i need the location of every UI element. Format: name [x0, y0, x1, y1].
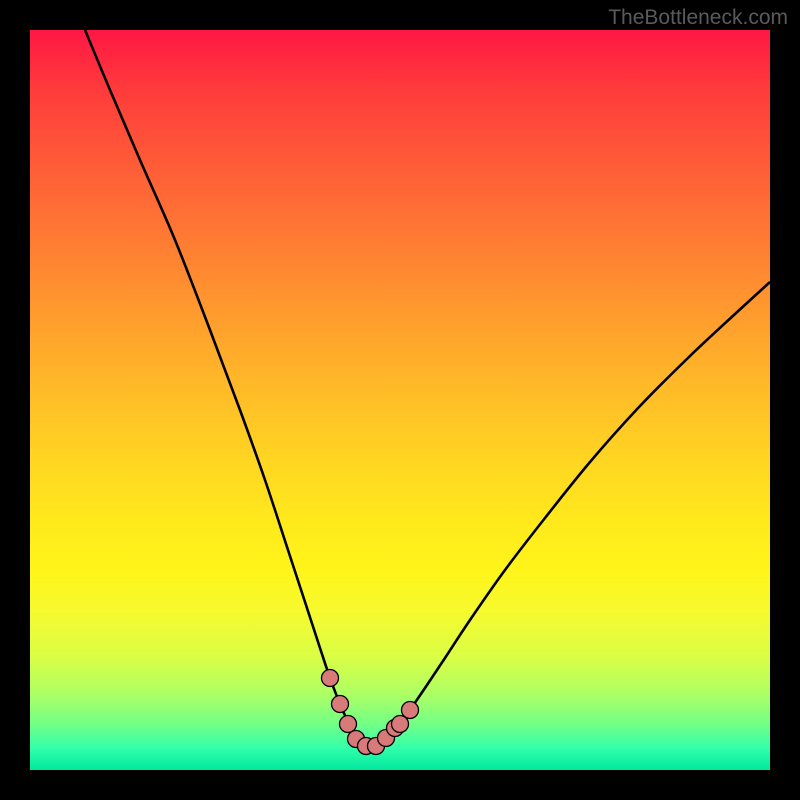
gradient-background	[30, 30, 770, 770]
watermark-text: TheBottleneck.com	[608, 6, 788, 30]
plot-area	[30, 30, 770, 770]
